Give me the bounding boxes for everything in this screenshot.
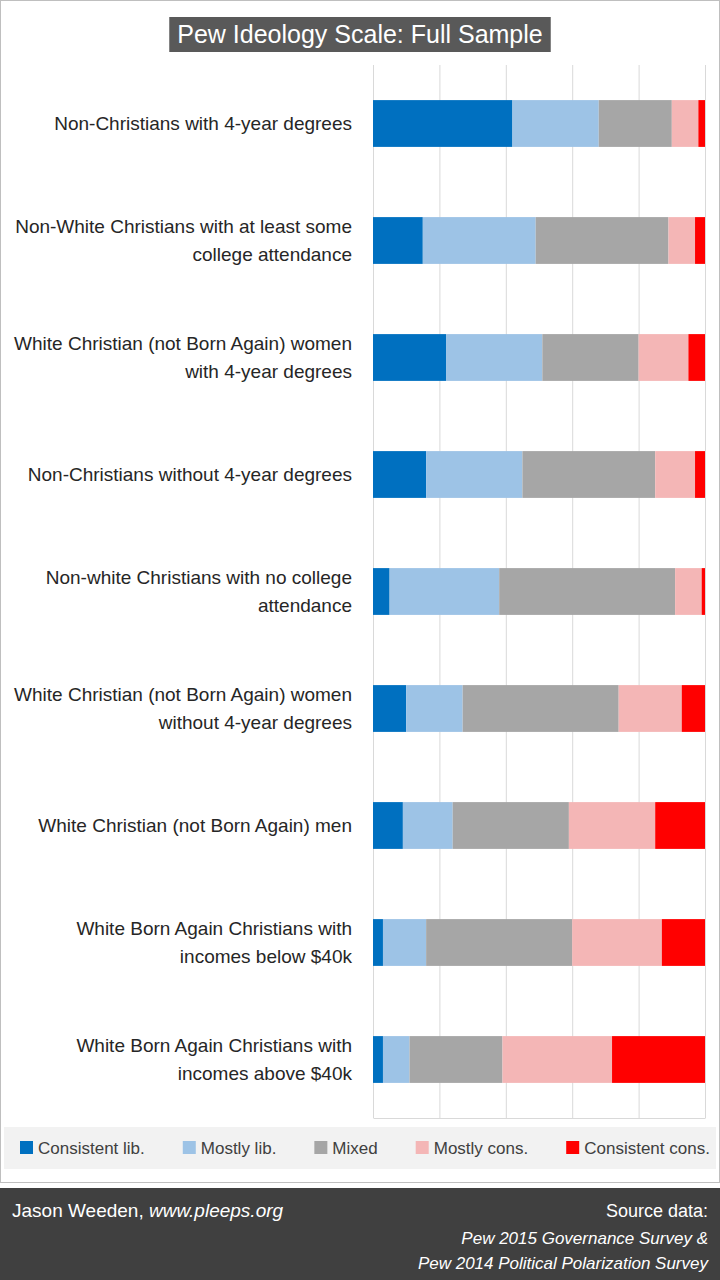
bar-segment bbox=[453, 802, 569, 849]
bar-segment bbox=[463, 685, 619, 732]
bar-segment bbox=[639, 334, 689, 381]
legend-item: Mostly lib. bbox=[183, 1139, 277, 1158]
legend-label: Mostly lib. bbox=[201, 1139, 277, 1158]
legend: Consistent lib. Mostly lib. Mixed Mostly co… bbox=[4, 1127, 716, 1169]
category-label: Non-White Christians with at least somec… bbox=[15, 216, 352, 265]
legend-item: Consistent lib. bbox=[20, 1139, 145, 1158]
legend-label: Consistent lib. bbox=[38, 1139, 145, 1158]
category-label: Non-Christians with 4-year degrees bbox=[54, 113, 352, 134]
bar-segment bbox=[406, 685, 462, 732]
bar-segment bbox=[569, 802, 655, 849]
legend-label: Mixed bbox=[332, 1139, 377, 1158]
bar-segment bbox=[512, 100, 598, 147]
bar-segment bbox=[410, 1036, 503, 1083]
bar-segment bbox=[383, 1036, 410, 1083]
frame bbox=[1, 1, 720, 1183]
footer: Jason Weeden, www.pleeps.org Source data:… bbox=[0, 1188, 720, 1280]
bar-segment bbox=[373, 334, 446, 381]
x-axis-line bbox=[374, 1118, 706, 1119]
bar-segment bbox=[572, 919, 662, 966]
legend-box bbox=[4, 1127, 716, 1169]
legend-swatch bbox=[183, 1141, 196, 1154]
series bbox=[612, 100, 705, 1083]
bars bbox=[373, 100, 705, 1083]
bar-segment bbox=[373, 568, 390, 615]
legend-swatch bbox=[416, 1141, 429, 1154]
legend-item: Mixed bbox=[314, 1139, 377, 1158]
bar-segment bbox=[426, 451, 522, 498]
category-label: Non-white Christians with no collegeatte… bbox=[46, 567, 352, 616]
bar-segment bbox=[373, 802, 403, 849]
source-note: Pew 2015 Governance Survey & bbox=[461, 1229, 708, 1248]
bar-segment bbox=[390, 568, 500, 615]
bar-segment bbox=[675, 568, 702, 615]
bar-segment bbox=[373, 1036, 383, 1083]
bar-segment bbox=[502, 1036, 612, 1083]
category-label: White Born Again Christians withincomes … bbox=[76, 1035, 352, 1084]
legend-item: Consistent cons. bbox=[566, 1139, 710, 1158]
chart: Pew Ideology Scale: Full Sample Non-Chris… bbox=[0, 0, 720, 1280]
bar-segment bbox=[522, 451, 655, 498]
category-label: White Christian (not Born Again) womenwi… bbox=[14, 333, 352, 382]
category-label: Non-Christians without 4-year degrees bbox=[28, 464, 352, 485]
category-label: White Christian (not Born Again) men bbox=[38, 815, 352, 836]
footer-box bbox=[0, 1188, 720, 1280]
bar-segment bbox=[662, 919, 705, 966]
bar-segment bbox=[373, 100, 512, 147]
bar-segment bbox=[499, 568, 675, 615]
bar-segment bbox=[599, 100, 672, 147]
grid-line bbox=[705, 65, 706, 1118]
bar-segment bbox=[655, 451, 695, 498]
bar-segment bbox=[695, 217, 705, 264]
bar-segment bbox=[695, 451, 705, 498]
legend-item: Mostly cons. bbox=[416, 1139, 528, 1158]
bar-segment bbox=[446, 334, 542, 381]
bar-segment bbox=[688, 334, 705, 381]
bar-segment bbox=[619, 685, 682, 732]
bar-segment bbox=[373, 685, 406, 732]
legend-swatch bbox=[566, 1141, 579, 1154]
bar-segment bbox=[383, 919, 426, 966]
bar-segment bbox=[536, 217, 669, 264]
category-label: White Christian (not Born Again) womenwi… bbox=[14, 684, 352, 733]
source-note: Pew 2014 Political Polarization Survey bbox=[418, 1254, 710, 1273]
legend-swatch bbox=[20, 1141, 33, 1154]
x-tick bbox=[705, 65, 706, 1118]
bar-segment bbox=[612, 1036, 705, 1083]
x-axis bbox=[374, 65, 706, 1119]
legend-label: Mostly cons. bbox=[434, 1139, 528, 1158]
bar-segment bbox=[373, 451, 426, 498]
legend-swatch bbox=[314, 1141, 327, 1154]
bar-segment bbox=[403, 802, 453, 849]
category-labels: Non-Christians with 4-year degrees Non-Wh… bbox=[14, 113, 352, 1084]
source-note: Source data: bbox=[606, 1201, 708, 1221]
title-box bbox=[169, 17, 550, 52]
bar-segment bbox=[655, 802, 705, 849]
bar-segment bbox=[423, 217, 536, 264]
bar-segment bbox=[702, 568, 705, 615]
legend-label: Consistent cons. bbox=[584, 1139, 710, 1158]
bar-segment bbox=[426, 919, 572, 966]
bar-segment bbox=[542, 334, 638, 381]
series bbox=[410, 100, 676, 1083]
title: Pew Ideology Scale: Full Sample bbox=[177, 20, 542, 48]
bar-segment bbox=[672, 100, 699, 147]
title-group: Pew Ideology Scale: Full Sample bbox=[169, 17, 550, 52]
credit: Jason Weeden, www.pleeps.org bbox=[12, 1200, 284, 1221]
category-label: White Born Again Christians withincomes … bbox=[76, 918, 352, 967]
bar-segment bbox=[373, 919, 383, 966]
bar-segment bbox=[682, 685, 705, 732]
bar-segment bbox=[698, 100, 705, 147]
bar-segment bbox=[668, 217, 695, 264]
bar-segment bbox=[373, 217, 423, 264]
